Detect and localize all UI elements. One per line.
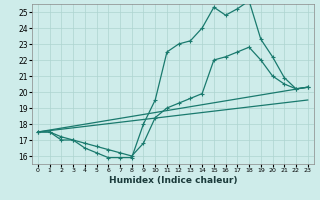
X-axis label: Humidex (Indice chaleur): Humidex (Indice chaleur) (108, 176, 237, 185)
